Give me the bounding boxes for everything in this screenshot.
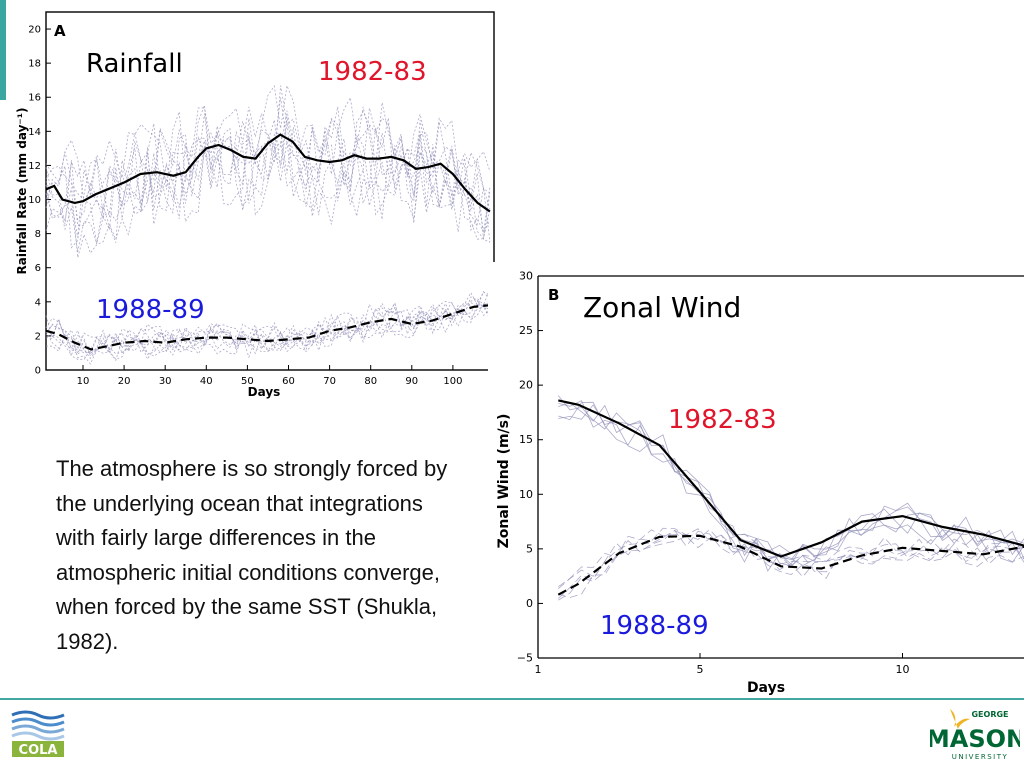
cola-logo-text: COLA [19, 743, 58, 758]
ensemble-member-line [45, 141, 491, 258]
panel-letter: A [54, 22, 66, 40]
y-tick-label: 20 [28, 25, 41, 36]
ensemble-member-line [45, 110, 491, 249]
y-tick-label: 20 [519, 379, 533, 392]
gmu-logo-top: GEORGE [971, 710, 1008, 719]
period-label-1988-89: 1988-89 [600, 611, 709, 641]
x-tick-label: 10 [896, 663, 910, 676]
ensemble-member-line [558, 402, 1024, 565]
y-tick-label: 4 [35, 297, 41, 308]
x-tick-label: 5 [697, 663, 704, 676]
ensemble-member-line [45, 132, 491, 252]
period-label-1982-83: 1982-83 [318, 57, 427, 87]
series-mean-line-1982-83 [558, 399, 1024, 558]
x-tick-label: 100 [443, 376, 462, 387]
x-tick-label: 20 [118, 376, 131, 387]
y-tick-label: 2 [35, 331, 41, 342]
ensemble-member-line [45, 296, 491, 356]
y-tick-label: 18 [28, 59, 41, 70]
y-tick-label: 0 [35, 366, 41, 377]
ensemble-member-line [558, 404, 1024, 563]
panel-letter: B [548, 286, 559, 304]
series-mean-line-1988-89 [557, 534, 1024, 596]
y-axis-label: Rainfall Rate (mm day⁻¹) [15, 108, 29, 275]
y-tick-label: 0 [526, 597, 533, 610]
ensemble-member-line [45, 119, 491, 245]
y-tick-label: 10 [28, 195, 41, 206]
y-tick-label: 12 [28, 161, 41, 172]
gmu-logo: GEORGE MASON UNIVERSITY [926, 705, 1024, 765]
cola-logo: COLA [8, 705, 68, 763]
zonal-wind-chart-panel: −5 0 5 10 15 20 25 30 1 5 10 B Zonal Wind Days Zonal W… [488, 262, 1024, 700]
gmu-logo-main: MASON [930, 725, 1020, 753]
period-label-1988-89: 1988-89 [96, 295, 205, 325]
y-tick-label: 10 [519, 488, 533, 501]
ensemble-member-line [558, 534, 1024, 598]
x-tick-label: 40 [200, 376, 213, 387]
rainfall-chart-panel: 0 2 4 6 8 10 12 14 16 18 20 10 20 30 40 50 60 70 80 90 100 A R… [6, 0, 500, 402]
period-label-1982-83: 1982-83 [668, 405, 777, 435]
series-mean-line-1988-89 [45, 304, 491, 351]
x-tick-label: 90 [405, 376, 418, 387]
y-tick-label: 5 [526, 542, 533, 555]
ensemble-member-line [45, 288, 491, 355]
ensemble-member-line [557, 395, 1024, 560]
y-tick-label: −5 [517, 652, 533, 665]
y-tick-label: 14 [28, 127, 41, 138]
ensemble-member-line [45, 113, 491, 243]
ensemble-member-line [45, 84, 491, 222]
ensemble-member-line [558, 400, 1024, 572]
gmu-logo-sub: UNIVERSITY [952, 753, 1009, 761]
slide-body-text: The atmosphere is so strongly forced by … [56, 456, 448, 654]
y-tick-label: 25 [519, 324, 533, 337]
x-tick-label: 10 [77, 376, 90, 387]
rainfall-chart: 0 2 4 6 8 10 12 14 16 18 20 10 20 30 40 50 60 70 80 90 100 A R… [15, 11, 495, 399]
y-tick-label: 6 [35, 263, 41, 274]
series-mean-line-1982-83 [45, 133, 491, 213]
x-tick-label: 60 [282, 376, 295, 387]
y-tick-label: 8 [35, 229, 41, 240]
chart-title: Rainfall [86, 49, 183, 79]
footer-divider [0, 698, 1024, 700]
ensemble-member-line [45, 96, 491, 209]
ensemble-member-line [558, 528, 1024, 588]
x-tick-label: 70 [323, 376, 336, 387]
x-tick-label: 30 [159, 376, 172, 387]
y-tick-label: 16 [28, 93, 41, 104]
ensemble-member-line [45, 304, 491, 365]
x-axis-label: Days [248, 385, 281, 399]
x-axis-label: Days [747, 680, 785, 696]
x-tick-label: 1 [535, 663, 542, 676]
x-tick-label: 80 [364, 376, 377, 387]
plot-frame [45, 11, 495, 371]
ensemble-member-line [558, 530, 1024, 601]
left-accent-bar [0, 0, 6, 100]
ensemble-member-line [558, 401, 1024, 567]
y-axis-label: Zonal Wind (m/s) [496, 414, 512, 549]
ensemble-member-line [45, 85, 491, 227]
x-tick-label: 50 [241, 376, 254, 387]
chart-title: Zonal Wind [583, 291, 741, 324]
ensemble-member-line [45, 291, 491, 354]
y-tick-label: 15 [519, 433, 533, 446]
y-tick-label: 30 [519, 270, 533, 283]
